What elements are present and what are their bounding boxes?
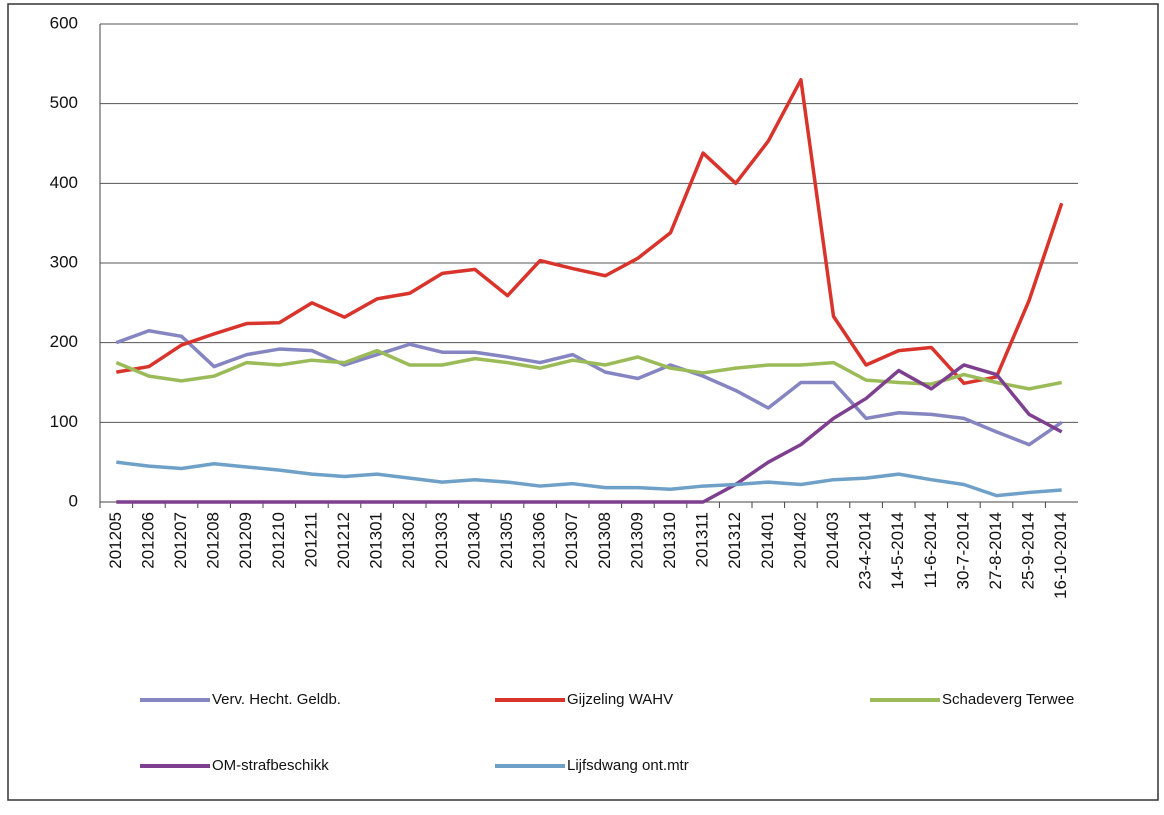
x-tick-label: 16-10-2014 — [1051, 512, 1070, 599]
series-line — [115, 348, 1063, 391]
legend-label: Lijfsdwang ont.mtr — [567, 757, 689, 774]
x-tick-label: 201207 — [171, 512, 190, 569]
x-tick-label: 201208 — [204, 512, 223, 569]
y-tick-label: 100 — [50, 412, 78, 431]
x-tick-label: 201402 — [790, 512, 809, 569]
x-tick-label: 201305 — [497, 512, 516, 569]
legend-label: Gijzeling WAHV — [567, 691, 673, 708]
x-tick-label: 201205 — [106, 512, 125, 569]
x-tick-label: 201312 — [725, 512, 744, 569]
y-tick-label: 400 — [50, 173, 78, 192]
y-tick-label: 600 — [50, 13, 78, 32]
x-tick-label: 11-6-2014 — [921, 512, 940, 588]
x-tick-label: 201301 — [367, 512, 386, 569]
x-tick-label: 201403 — [823, 512, 842, 569]
x-tick-label: 201211 — [301, 512, 320, 567]
x-tick-label: 23-4-2014 — [856, 512, 875, 590]
series-line — [116, 460, 1062, 498]
legend-label: Verv. Hecht. Geldb. — [212, 691, 341, 708]
x-tick-label: 201307 — [562, 512, 581, 569]
x-tick-label: 25-9-2014 — [1019, 512, 1038, 590]
y-tick-label: 500 — [50, 93, 78, 112]
x-tick-label: 201210 — [269, 512, 288, 569]
x-tick-label: 201302 — [399, 512, 418, 569]
y-tick-label: 300 — [50, 252, 78, 271]
x-tick-label: 201311 — [693, 512, 712, 567]
x-tick-label: 201212 — [334, 512, 353, 569]
x-tick-label: 201206 — [138, 512, 157, 569]
y-tick-label: 200 — [50, 332, 78, 351]
x-tick-label: 201209 — [236, 512, 255, 569]
x-tick-label: 201303 — [432, 512, 451, 569]
y-tick-label: 0 — [69, 491, 78, 510]
x-tick-label: 14-5-2014 — [888, 512, 907, 590]
x-tick-label: 201304 — [464, 512, 483, 569]
x-tick-label: 30-7-2014 — [953, 512, 972, 590]
x-tick-label: 201306 — [530, 512, 549, 569]
legend-label: OM-strafbeschikk — [212, 757, 329, 774]
x-tick-label: 201309 — [627, 512, 646, 569]
chart-border — [7, 3, 1159, 801]
x-tick-label: 27-8-2014 — [986, 512, 1005, 590]
x-tick-label: 201401 — [758, 512, 777, 569]
x-tick-label: 201308 — [595, 512, 614, 569]
series-line — [116, 78, 1064, 386]
legend-label: Schadeverg Terwee — [942, 691, 1074, 708]
series-line — [116, 363, 1063, 504]
x-tick-label: 201310 — [660, 512, 679, 569]
